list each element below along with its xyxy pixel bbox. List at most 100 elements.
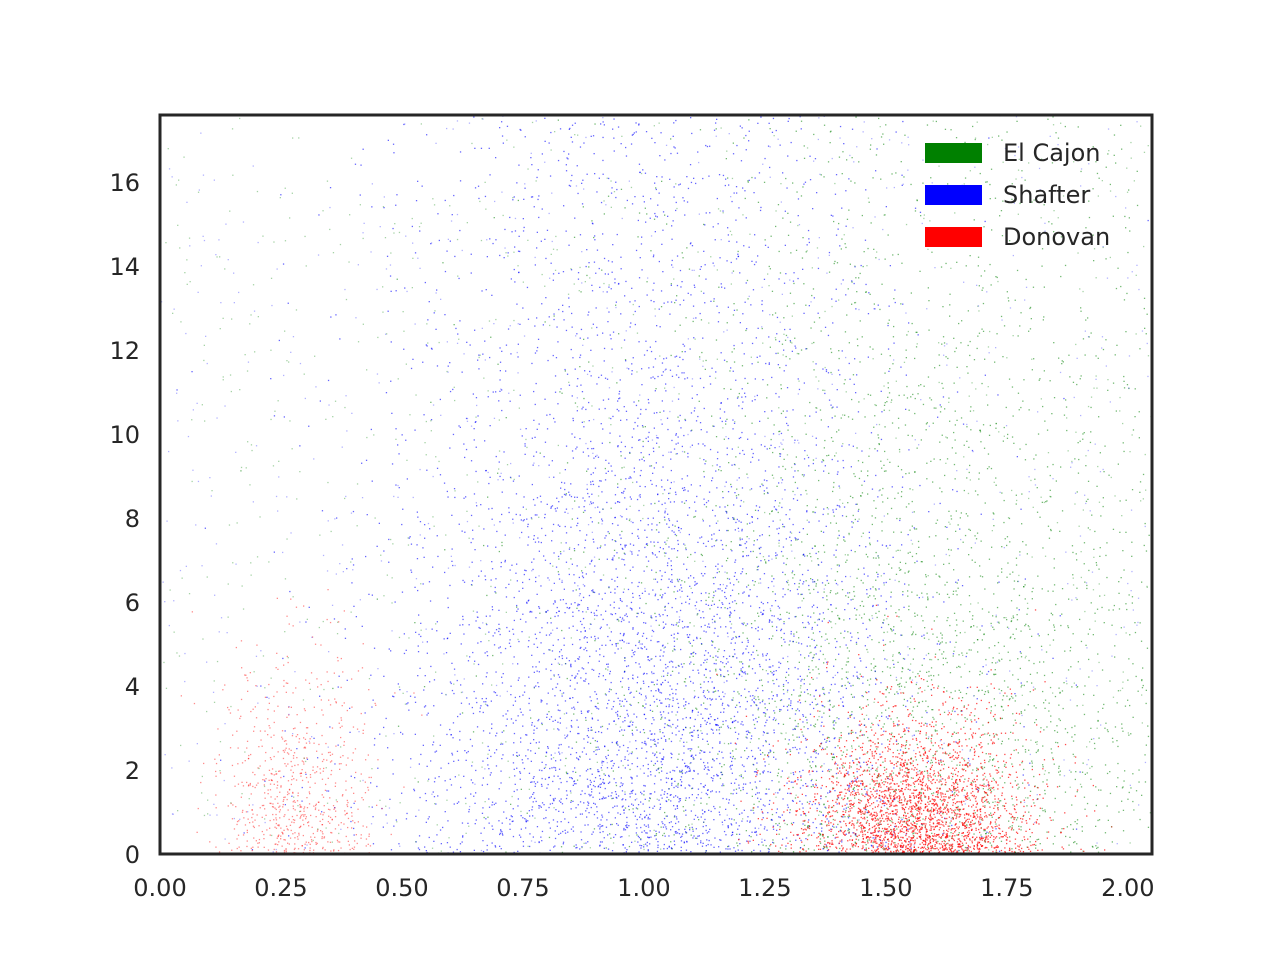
- scatter-point: [592, 472, 594, 474]
- scatter-point: [888, 692, 890, 694]
- scatter-point: [670, 660, 672, 662]
- scatter-point: [618, 607, 620, 609]
- scatter-point: [886, 687, 889, 689]
- scatter-point: [538, 769, 541, 771]
- scatter-point: [852, 522, 854, 524]
- scatter-point: [690, 430, 692, 432]
- scatter-point: [722, 491, 724, 493]
- scatter-point: [653, 684, 655, 686]
- scatter-point: [594, 803, 596, 805]
- scatter-point: [733, 422, 736, 424]
- scatter-point: [1129, 704, 1131, 707]
- scatter-point: [741, 641, 743, 643]
- scatter-point: [697, 613, 699, 615]
- scatter-point: [776, 775, 779, 777]
- scatter-point: [594, 123, 596, 125]
- scatter-point: [545, 668, 547, 670]
- scatter-point: [937, 640, 940, 642]
- scatter-point: [786, 762, 789, 764]
- scatter-point: [967, 515, 969, 517]
- scatter-point: [691, 592, 693, 594]
- scatter-point: [878, 117, 880, 120]
- scatter-point: [638, 277, 641, 279]
- scatter-point: [691, 711, 693, 713]
- scatter-point: [449, 632, 451, 634]
- scatter-point: [534, 541, 537, 543]
- scatter-point: [1001, 492, 1003, 494]
- scatter-point: [953, 731, 955, 733]
- scatter-point: [533, 686, 535, 688]
- scatter-point: [992, 626, 994, 628]
- scatter-point: [575, 771, 577, 773]
- scatter-point: [625, 577, 627, 579]
- scatter-point: [772, 839, 774, 841]
- scatter-point: [950, 515, 952, 517]
- scatter-point: [569, 679, 572, 681]
- scatter-point: [906, 397, 909, 399]
- scatter-point: [692, 655, 694, 657]
- scatter-point: [574, 767, 576, 769]
- scatter-point: [1018, 825, 1020, 827]
- scatter-point: [629, 607, 632, 609]
- scatter-point: [701, 554, 703, 557]
- scatter-point: [715, 505, 717, 507]
- scatter-point: [989, 756, 991, 758]
- scatter-point: [658, 767, 660, 769]
- scatter-point: [998, 659, 1000, 661]
- scatter-point: [875, 612, 877, 614]
- scatter-point: [815, 585, 817, 587]
- scatter-point: [519, 323, 521, 325]
- scatter-point: [1052, 116, 1054, 118]
- scatter-point: [723, 438, 725, 440]
- scatter-point: [801, 678, 803, 681]
- scatter-point: [647, 826, 650, 828]
- scatter-point: [582, 668, 585, 670]
- scatter-point: [1129, 230, 1131, 232]
- scatter-point: [913, 648, 916, 650]
- scatter-point: [940, 784, 943, 786]
- scatter-point: [568, 491, 570, 493]
- scatter-point: [873, 426, 875, 428]
- scatter-point: [828, 454, 830, 456]
- scatter-point: [705, 460, 707, 462]
- scatter-point: [774, 712, 776, 714]
- scatter-point: [703, 503, 706, 506]
- scatter-point: [835, 826, 838, 828]
- scatter-point: [834, 455, 836, 457]
- scatter-point: [954, 439, 956, 441]
- scatter-point: [859, 605, 861, 607]
- scatter-point: [922, 620, 924, 622]
- scatter-point: [592, 323, 594, 325]
- scatter-point: [990, 790, 993, 793]
- scatter-point: [656, 705, 658, 707]
- scatter-point: [986, 831, 988, 833]
- scatter-point: [430, 243, 432, 245]
- scatter-point: [1025, 278, 1027, 281]
- scatter-point: [847, 829, 849, 832]
- scatter-point: [694, 837, 697, 839]
- scatter-point: [744, 542, 746, 545]
- scatter-point: [987, 691, 990, 694]
- scatter-point: [732, 655, 734, 658]
- scatter-point: [679, 414, 681, 417]
- scatter-point: [666, 815, 668, 817]
- scatter-point: [777, 511, 779, 514]
- scatter-point: [428, 778, 430, 780]
- scatter-point: [940, 837, 942, 839]
- scatter-point: [675, 355, 678, 357]
- scatter-point: [789, 750, 792, 752]
- scatter-point: [949, 822, 951, 824]
- scatter-point: [877, 434, 879, 436]
- scatter-point: [620, 451, 622, 453]
- scatter-point: [474, 823, 476, 825]
- scatter-point: [550, 506, 552, 508]
- scatter-point: [1000, 800, 1002, 802]
- scatter-point: [525, 570, 527, 572]
- scatter-point: [1097, 357, 1099, 359]
- scatter-point: [706, 839, 708, 841]
- scatter-point: [632, 628, 634, 630]
- scatter-point: [745, 573, 747, 575]
- scatter-point: [720, 839, 722, 841]
- scatter-point: [741, 721, 743, 723]
- scatter-point: [1029, 790, 1032, 792]
